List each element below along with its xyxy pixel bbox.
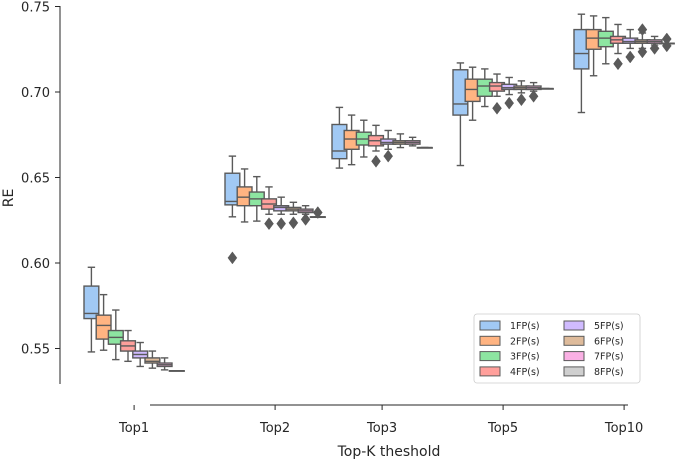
outlier-point (264, 217, 274, 231)
box-1FPs-Top1 (83, 266, 100, 353)
legend-label: 3FP(s) (510, 352, 540, 363)
box-body (83, 285, 100, 320)
box-4FPs-Top1 (119, 329, 137, 363)
outlier-point (516, 93, 527, 107)
box-7FPs-Top1 (156, 357, 173, 371)
legend: 1FP(s) 2FP(s) 3FP(s) 4FP(s) 5FP(s) 6FP(s) 7FP(… (473, 313, 641, 384)
box-2FPs-Top1 (95, 293, 112, 351)
box-5FPs-Top1 (132, 341, 149, 368)
y-tick-label: 0.75 (21, 1, 50, 16)
legend-swatch (563, 366, 585, 377)
outlier-point (613, 57, 623, 71)
legend-swatch (479, 320, 501, 331)
y-tick-label: 0.65 (21, 172, 50, 187)
box-3FPs-Top5 (476, 68, 493, 108)
legend-swatch (479, 335, 501, 346)
outlier-point (625, 50, 636, 64)
legend-swatch (563, 320, 585, 331)
y-ticks: 0.55 0.60 0.65 0.70 0.75 (21, 1, 60, 358)
legend-swatch (479, 366, 501, 377)
legend-label: 1FP(s) (510, 321, 540, 332)
box-7FPs-Top5 (525, 81, 542, 103)
box-8FPs-Top3 (416, 146, 433, 149)
legend-label: 6FP(s) (594, 336, 624, 347)
y-axis-label: RE (1, 189, 17, 208)
box-body (144, 357, 161, 364)
x-tick-label: Top10 (604, 421, 643, 436)
outlier-point (504, 96, 515, 110)
x-tick-label: Top5 (487, 421, 518, 436)
x-ticks: Top1 Top2 Top3 Top5 Top10 (118, 405, 643, 436)
outlier-point (227, 251, 238, 265)
x-tick-label: Top1 (118, 421, 149, 436)
y-tick-label: 0.55 (21, 343, 50, 358)
box-body (95, 314, 112, 340)
box-1FPs-Top2 (224, 155, 241, 265)
box-5FPs-Top10 (622, 28, 639, 64)
legend-swatch (563, 335, 585, 346)
outlier-point (637, 23, 648, 37)
x-tick-label: Top2 (259, 421, 290, 436)
box-5FPs-Top5 (501, 76, 518, 110)
box-4FPs-Top2 (260, 186, 278, 231)
box-7FPs-Top2 (297, 205, 314, 226)
box-8FPs-Top5 (537, 87, 554, 90)
x-axis-label: Top-K theshold (337, 444, 441, 460)
outlier-point (637, 45, 648, 59)
outlier-point (288, 216, 299, 230)
outlier-point (276, 217, 287, 231)
legend-swatch (479, 351, 501, 362)
box-1FPs-Top5 (452, 62, 469, 167)
y-tick-label: 0.60 (21, 257, 50, 272)
box-7FPs-Top3 (404, 136, 421, 147)
legend-frame (473, 313, 641, 384)
box-8FPs-Top10 (658, 32, 675, 53)
box-8FPs-Top2 (309, 206, 326, 219)
y-tick-label: 0.70 (21, 86, 50, 101)
legend-label: 5FP(s) (594, 321, 624, 332)
box-6FPs-Top1 (144, 350, 161, 369)
boxes-layer (83, 13, 675, 372)
legend-label: 2FP(s) (510, 336, 540, 347)
box-7FPs-Top10 (646, 35, 663, 55)
outlier-point (649, 41, 660, 55)
box-8FPs-Top1 (168, 370, 185, 372)
box-3FPs-Top2 (248, 175, 265, 222)
legend-label: 8FP(s) (594, 367, 624, 378)
outlier-point (371, 154, 381, 168)
outlier-point (661, 32, 672, 46)
outlier-point (383, 149, 394, 163)
x-tick-label: Top3 (366, 421, 397, 436)
outlier-point (661, 39, 672, 53)
outlier-point (492, 101, 502, 115)
legend-swatch (563, 351, 585, 362)
outlier-point (528, 89, 539, 103)
box-3FPs-Top1 (107, 309, 124, 361)
legend-label: 7FP(s) (594, 352, 624, 363)
legend-label: 4FP(s) (510, 367, 540, 378)
outlier-point (312, 206, 323, 219)
outlier-point (300, 212, 311, 226)
box-5FPs-Top3 (380, 129, 397, 163)
